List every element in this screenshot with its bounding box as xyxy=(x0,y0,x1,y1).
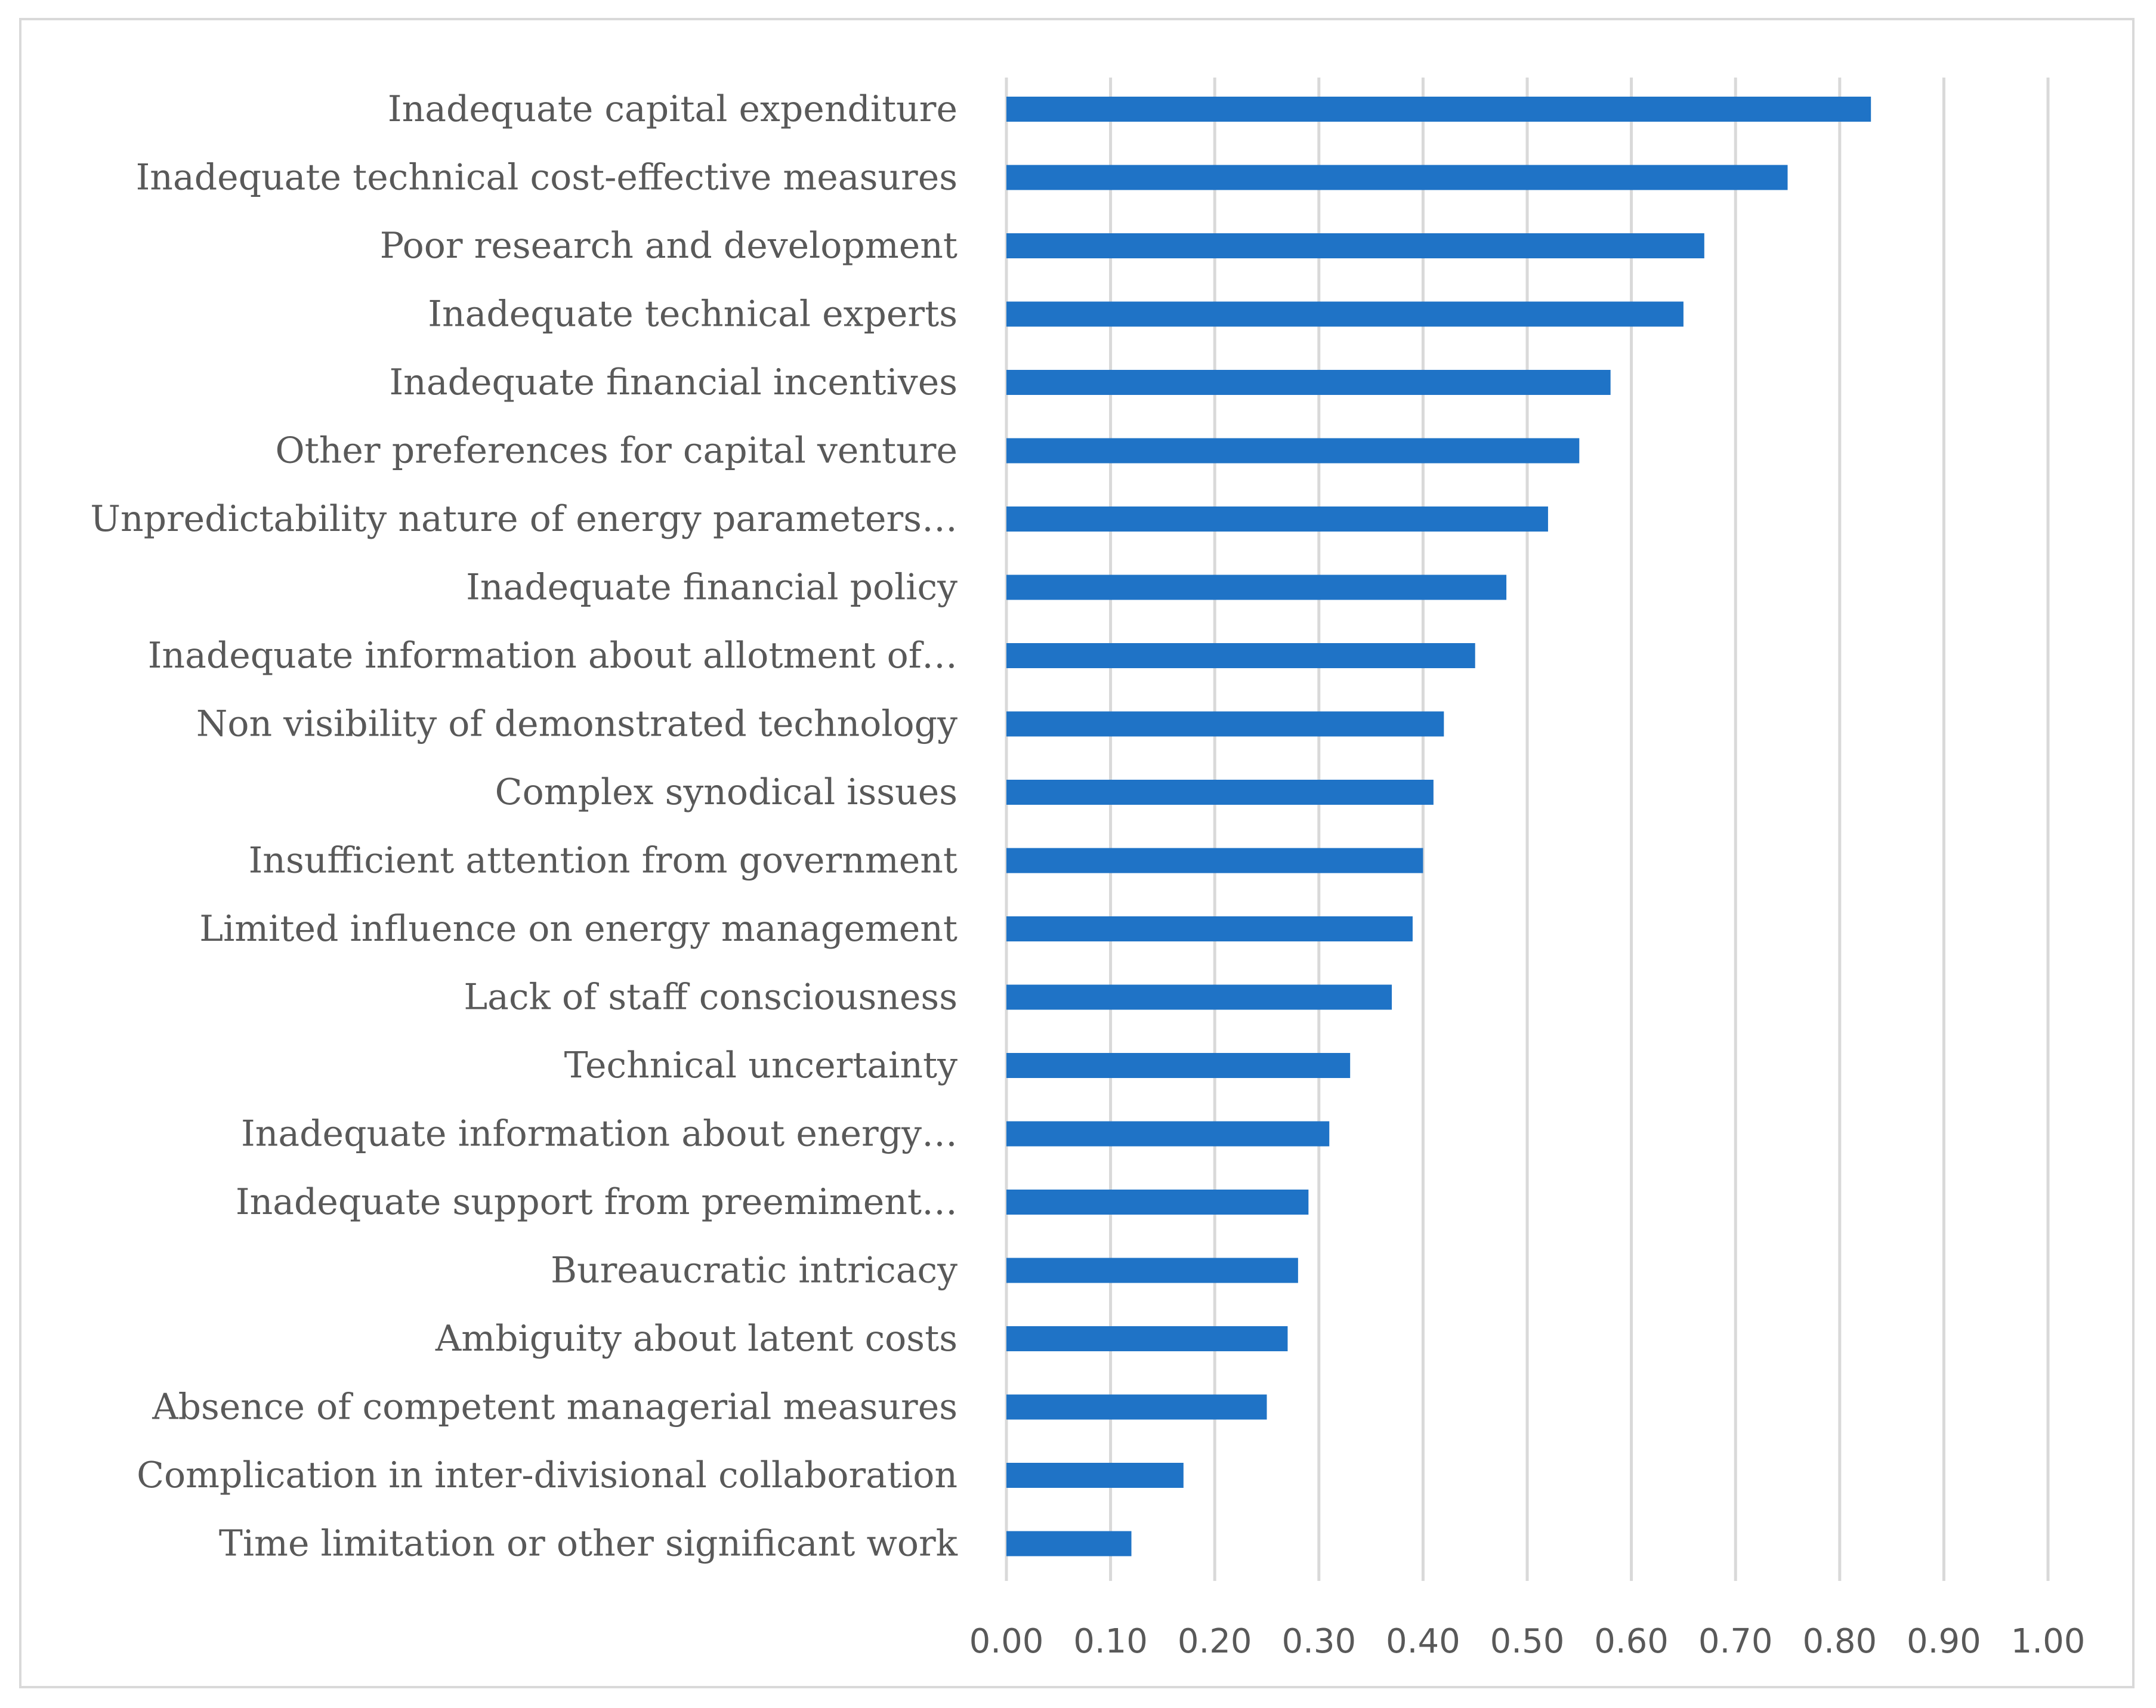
x-tick-label: 0.00 xyxy=(969,1622,1044,1661)
bar xyxy=(1006,1326,1288,1351)
category-label: Inadequate information about allotment o… xyxy=(148,635,957,677)
x-tick-label: 1.00 xyxy=(2011,1622,2086,1661)
x-tick-label: 0.90 xyxy=(1907,1622,1981,1661)
bar xyxy=(1006,1394,1267,1420)
bars xyxy=(1006,97,1871,1556)
category-label: Inadequate financial policy xyxy=(466,567,957,609)
bar xyxy=(1006,233,1704,258)
bar xyxy=(1006,438,1580,464)
category-label: Inadequate support from preemiment… xyxy=(236,1181,957,1223)
x-tick-label: 0.20 xyxy=(1178,1622,1252,1661)
bar xyxy=(1006,711,1444,737)
category-label: Complex synodical issues xyxy=(495,771,957,813)
bar xyxy=(1006,97,1871,122)
category-label: Inadequate financial incentives xyxy=(389,362,957,403)
category-label: Lack of staff consciousness xyxy=(464,977,957,1018)
bar xyxy=(1006,1463,1184,1488)
x-tick-label: 0.40 xyxy=(1386,1622,1460,1661)
category-label: Inadequate capital expenditure xyxy=(388,88,957,130)
bar xyxy=(1006,916,1413,941)
bar xyxy=(1006,1121,1330,1147)
category-label: Limited influence on energy management xyxy=(199,908,957,950)
x-tick-label: 0.70 xyxy=(1698,1622,1773,1661)
bar xyxy=(1006,1258,1298,1283)
bar xyxy=(1006,780,1434,805)
category-label: Inadequate technical experts xyxy=(428,294,957,335)
bar xyxy=(1006,848,1423,873)
bar xyxy=(1006,301,1684,327)
x-tick-label: 0.50 xyxy=(1490,1622,1565,1661)
bar xyxy=(1006,575,1507,600)
bar xyxy=(1006,643,1475,668)
x-tick-label: 0.80 xyxy=(1802,1622,1877,1661)
x-tick-label: 0.10 xyxy=(1073,1622,1148,1661)
category-label: Other preferences for capital venture xyxy=(275,430,957,472)
category-labels: Inadequate capital expenditure Inadequate… xyxy=(90,88,957,1565)
bar xyxy=(1006,506,1548,532)
category-label: Time limitation or other significant wor… xyxy=(219,1523,958,1565)
category-label: Complication in inter-divisional collabo… xyxy=(137,1454,957,1496)
category-label: Insufficient attention from government xyxy=(249,840,957,882)
bar xyxy=(1006,1531,1132,1556)
x-tick-label: 0.30 xyxy=(1281,1622,1356,1661)
bar xyxy=(1006,984,1392,1010)
category-label: Poor research and development xyxy=(380,225,957,267)
bar xyxy=(1006,370,1611,395)
x-tick-label: 0.60 xyxy=(1594,1622,1669,1661)
category-label: Non visibility of demonstrated technolog… xyxy=(196,703,957,745)
category-label: Unpredictability nature of energy parame… xyxy=(90,498,957,540)
bar xyxy=(1006,1190,1309,1215)
category-label: Ambiguity about latent costs xyxy=(435,1318,957,1360)
category-label: Inadequate technical cost-effective meas… xyxy=(136,157,957,199)
category-label: Bureaucratic intricacy xyxy=(551,1250,957,1292)
bar xyxy=(1006,1053,1351,1078)
x-tick-labels: 0.00 0.10 0.20 0.30 0.40 0.50 0.60 0.70 0.80 0.90… xyxy=(969,1622,2086,1661)
category-label: Absence of competent managerial measures xyxy=(152,1386,957,1428)
category-label: Technical uncertainty xyxy=(564,1045,957,1086)
category-label: Inadequate information about energy… xyxy=(241,1113,957,1155)
bar xyxy=(1006,165,1788,190)
